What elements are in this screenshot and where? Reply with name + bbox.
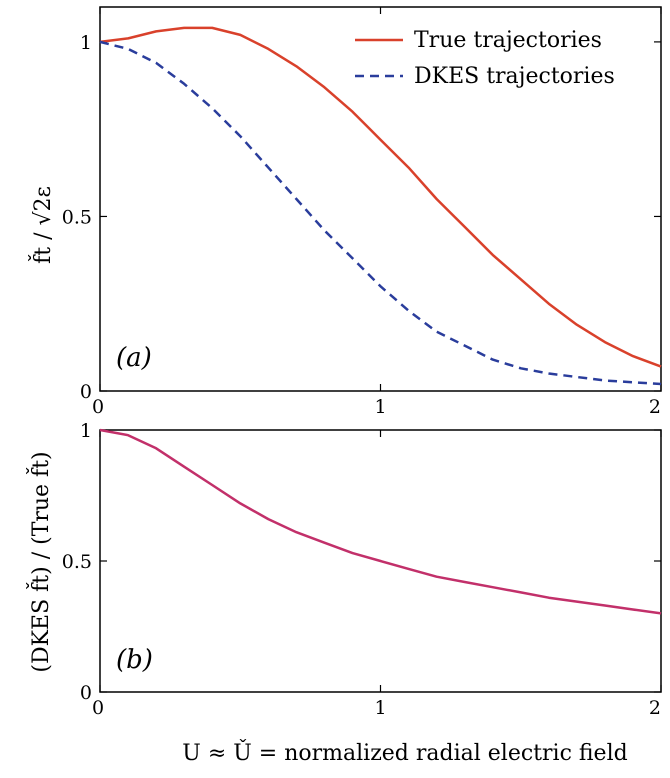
x-axis-label: U ≈ Ǔ = normalized radial electric field xyxy=(182,739,627,766)
panel-b-y-ticks: 00.51 xyxy=(62,420,661,704)
panel-a-series xyxy=(99,26,662,386)
y-tick-label: 1 xyxy=(80,420,92,442)
x-tick-label: 0 xyxy=(92,697,104,719)
y-tick-label: 0 xyxy=(80,381,92,403)
x-tick-label: 1 xyxy=(374,697,386,719)
series-line-b-0 xyxy=(99,428,662,615)
series-line-a-1 xyxy=(99,40,662,386)
x-tick-label: 1 xyxy=(374,396,386,418)
x-tick-label: 2 xyxy=(649,396,661,418)
panel-b-series xyxy=(99,428,662,615)
y-tick-label: 0 xyxy=(80,682,92,704)
panel-a-ylabel: f̌t / √2ε xyxy=(29,186,56,264)
y-tick-label: 1 xyxy=(80,32,92,54)
series-line-a-0 xyxy=(99,26,662,368)
legend-label-dkes: DKES trajectories xyxy=(414,64,615,89)
panel-a-label: (a) xyxy=(116,343,152,373)
legend-label-true: True trajectories xyxy=(414,28,602,53)
legend: True trajectories DKES trajectories xyxy=(355,28,615,89)
x-tick-label: 0 xyxy=(92,396,104,418)
panel-a-y-ticks: 00.51 xyxy=(62,32,661,403)
y-tick-label: 0.5 xyxy=(62,206,92,228)
panel-b-ylabel: (DKES f̌t) / (True f̌t) xyxy=(27,451,54,672)
panel-b-x-ticks: 0 1 2 xyxy=(92,430,662,719)
y-tick-label: 0.5 xyxy=(62,551,92,573)
x-tick-label: 2 xyxy=(649,697,661,719)
panel-a-x-ticks: 0 1 2 xyxy=(92,7,662,418)
panel-b-label: (b) xyxy=(116,645,153,675)
